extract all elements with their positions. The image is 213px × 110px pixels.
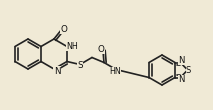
Text: NH: NH xyxy=(66,42,78,51)
Text: S: S xyxy=(186,65,191,74)
Text: S: S xyxy=(77,61,83,70)
Text: N: N xyxy=(54,67,60,75)
Text: N: N xyxy=(178,56,185,65)
Text: O: O xyxy=(60,25,68,34)
Text: HN: HN xyxy=(109,67,121,76)
Text: O: O xyxy=(98,45,104,54)
Text: N: N xyxy=(178,75,185,84)
